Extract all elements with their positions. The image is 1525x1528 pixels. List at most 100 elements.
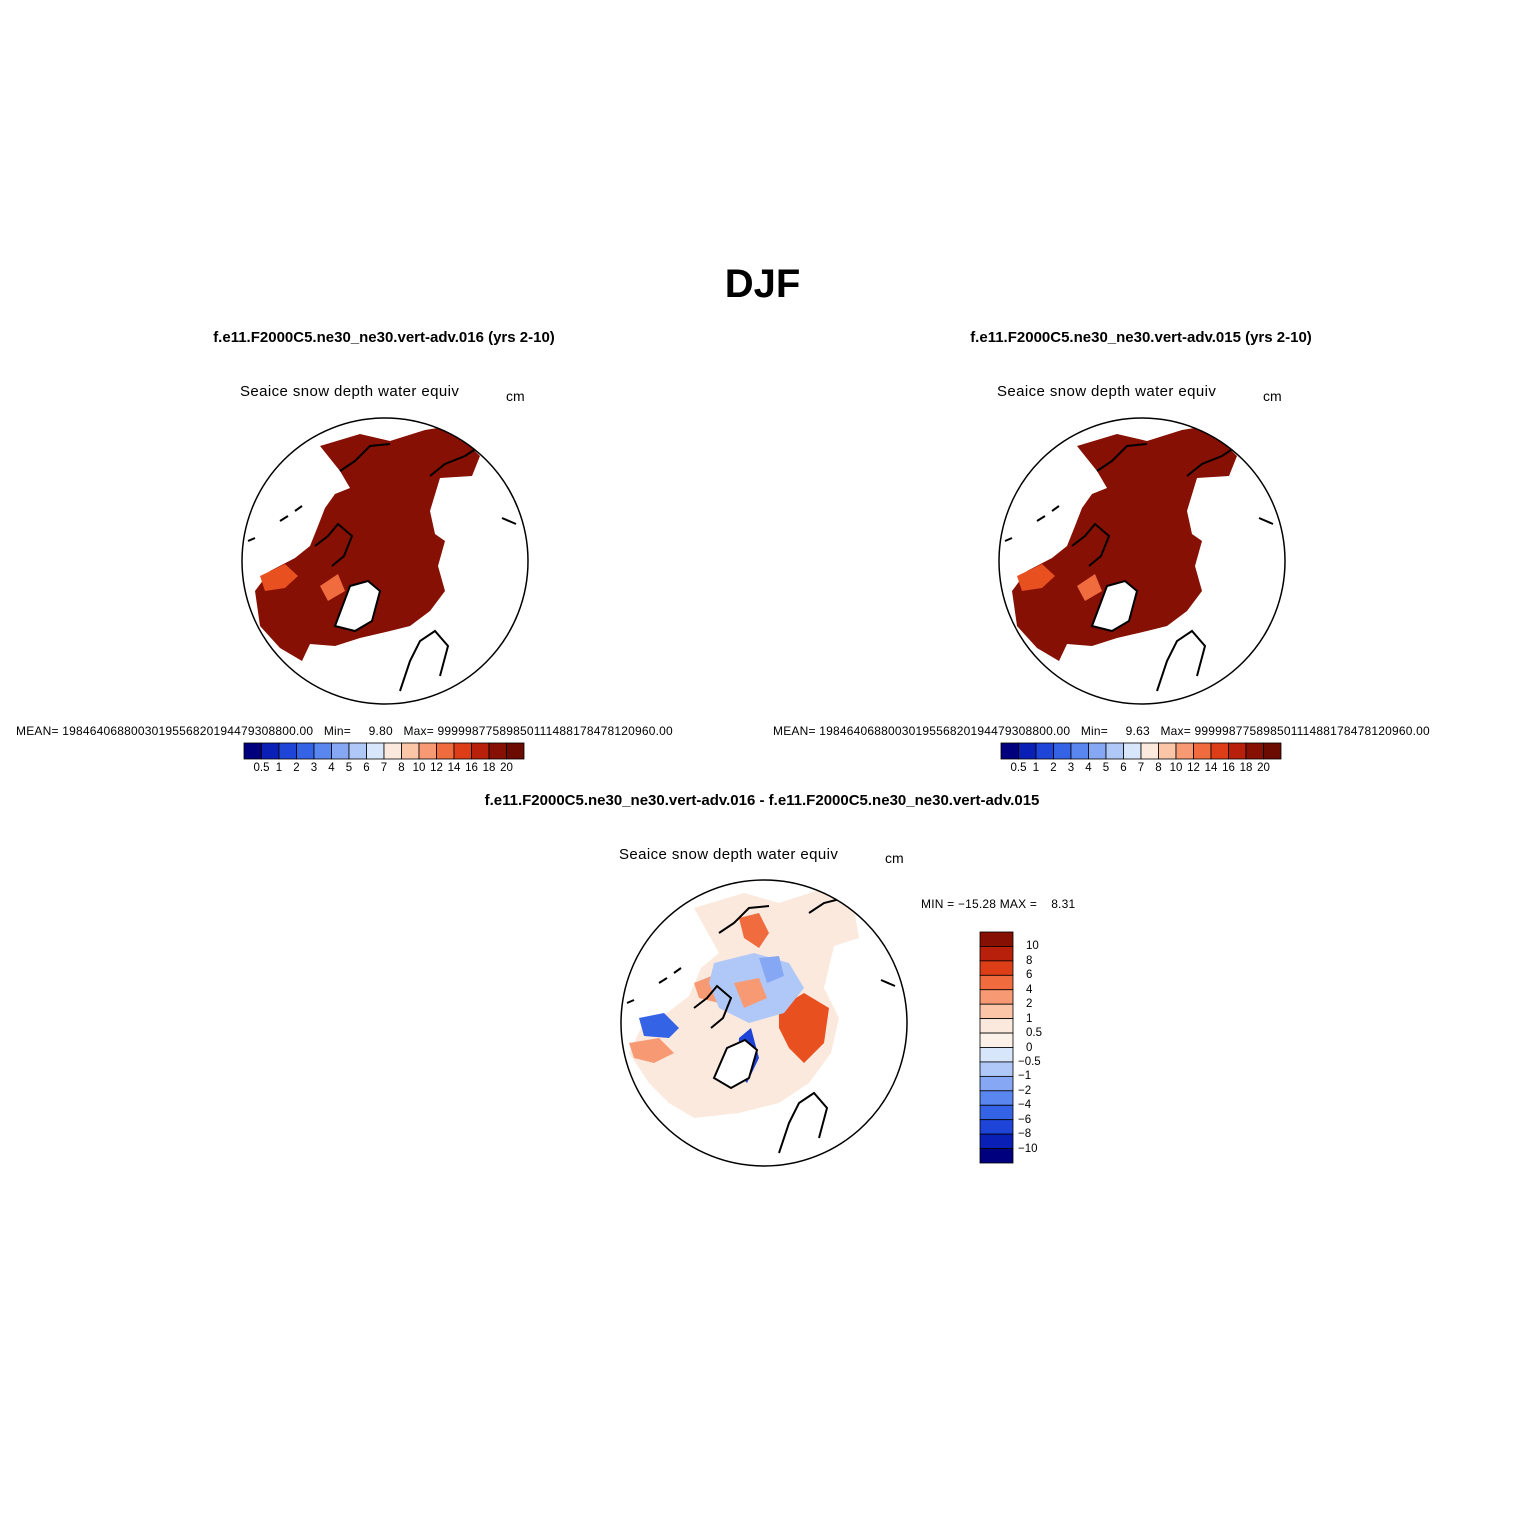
colorbar-box xyxy=(979,960,1014,976)
colorbar-tick-label: 10 xyxy=(1026,940,1039,953)
colorbar-tick-label: 1 xyxy=(275,762,283,774)
colorbar-box xyxy=(979,1061,1014,1077)
colorbar-tick-label: 6 xyxy=(1120,762,1127,774)
colorbar-box xyxy=(453,742,472,760)
diff-panel-colorbar xyxy=(979,931,1014,1164)
colorbar-box xyxy=(979,1104,1014,1121)
colorbar-box xyxy=(1035,742,1054,760)
colorbar-tick-label: 12 xyxy=(1187,762,1200,774)
colorbar-tick-label: −1 xyxy=(1018,1070,1032,1083)
colorbar-tick-label: 6 xyxy=(363,762,370,774)
colorbar-box xyxy=(296,742,315,760)
colorbar-box xyxy=(979,1148,1014,1164)
colorbar-box xyxy=(979,974,1014,991)
map-boundary xyxy=(998,417,1286,705)
colorbar-tick-label: 4 xyxy=(1085,762,1092,774)
colorbar-tick-label: 18 xyxy=(482,762,496,774)
colorbar-tick-label: 5 xyxy=(345,762,353,774)
min-value: −15.28 xyxy=(957,897,997,911)
colorbar-tick-label: 18 xyxy=(1239,762,1253,774)
colorbar-tick-label: 3 xyxy=(310,762,318,774)
scandinavia-coast xyxy=(778,1091,829,1154)
diff-panel-field-title: Seaice snow depth water equiv xyxy=(619,846,839,863)
central-arctic-blue-strong xyxy=(759,956,784,983)
positive-anomaly-large xyxy=(779,993,829,1063)
panel-2-colorbar-labels: 0.5 1 2 3 4 5 6 7 8 10 12 14 16 18 20 xyxy=(1001,762,1281,778)
diff-panel-units: cm xyxy=(885,850,904,866)
colorbar-box xyxy=(979,989,1014,1005)
panel-2-polar-map xyxy=(998,417,1286,705)
colorbar-box xyxy=(979,1018,1014,1034)
min-label: MIN = xyxy=(921,897,955,911)
colorbar-tick-label: 16 xyxy=(465,762,478,774)
orange-snow-patch xyxy=(1017,564,1055,591)
diff-panel-min-max: MIN = −15.28 MAX = 8.31 xyxy=(921,897,1075,911)
mean-value: 1984640688003019556820194479308800.00 xyxy=(62,724,314,738)
greenland-landmass xyxy=(333,579,382,633)
colorbar-tick-label: 0.5 xyxy=(1010,762,1027,774)
colorbar-box xyxy=(313,742,332,760)
diff-panel-polar-map xyxy=(620,879,908,1167)
colorbar-tick-label: 8 xyxy=(1155,762,1162,774)
colorbar-box xyxy=(979,1090,1014,1106)
colorbar-tick-label: 10 xyxy=(412,762,426,774)
colorbar-box xyxy=(979,1119,1014,1135)
colorbar-box xyxy=(1210,742,1229,760)
colorbar-box xyxy=(366,742,385,760)
greenland-landmass xyxy=(712,1038,759,1090)
colorbar-tick-label: 14 xyxy=(447,762,461,774)
coastline xyxy=(314,443,481,567)
max-label: MAX = xyxy=(999,897,1038,911)
colorbar-tick-label: 2 xyxy=(1026,998,1033,1011)
colorbar-tick-label: 4 xyxy=(1026,983,1033,996)
colorbar-box xyxy=(1140,742,1159,760)
colorbar-box xyxy=(979,1133,1014,1149)
panel-2-field-title: Seaice snow depth water equiv xyxy=(997,383,1217,400)
colorbar-box xyxy=(488,742,507,760)
coastline xyxy=(1071,443,1238,567)
colorbar-tick-label: −4 xyxy=(1018,1099,1032,1112)
colorbar-tick-label: 3 xyxy=(1067,762,1075,774)
colorbar-tick-label: −10 xyxy=(1018,1142,1038,1155)
colorbar-box xyxy=(979,1003,1014,1020)
panel-1-stats: MEAN= 1984640688003019556820194479308800… xyxy=(16,724,673,738)
colorbar-box xyxy=(979,1075,1014,1092)
panel-1-colorbar xyxy=(243,742,525,760)
panel-1-colorbar-labels: 0.5 1 2 3 4 5 6 7 8 10 12 14 16 18 20 xyxy=(244,762,524,778)
colorbar-box xyxy=(1000,742,1019,760)
colorbar-tick-label: 6 xyxy=(1026,969,1033,982)
diff-panel-colorbar-labels: 10 8 6 4 2 1 0.5 0 −0.5 −1 −2 −4 −6 −8 −10 xyxy=(1018,932,1078,1163)
colorbar-box xyxy=(1105,742,1124,760)
colorbar-box xyxy=(1245,742,1264,760)
scandinavia-coast xyxy=(1156,629,1207,692)
max-value: 8.31 xyxy=(1051,897,1076,911)
colorbar-box xyxy=(1158,742,1177,760)
colorbar-tick-label: 1 xyxy=(1026,1012,1033,1025)
colorbar-box xyxy=(1053,742,1072,760)
min-label: Min= xyxy=(1080,724,1108,738)
negative-anomaly xyxy=(639,1013,679,1038)
colorbar-box xyxy=(471,742,490,760)
colorbar-tick-label: 5 xyxy=(1102,762,1110,774)
colorbar-box xyxy=(1193,742,1212,760)
panel-1-units: cm xyxy=(506,388,525,404)
colorbar-box xyxy=(331,742,350,760)
mean-label: MEAN= xyxy=(773,724,816,738)
colorbar-box xyxy=(1070,742,1089,760)
colorbar-box xyxy=(278,742,297,760)
colorbar-tick-label: 2 xyxy=(1050,762,1057,774)
orange-snow-patch xyxy=(260,564,298,591)
mean-value: 1984640688003019556820194479308800.00 xyxy=(819,724,1071,738)
colorbar-tick-label: 0.5 xyxy=(253,762,270,774)
colorbar-tick-label: −2 xyxy=(1018,1084,1032,1097)
mean-label: MEAN= xyxy=(16,724,59,738)
max-value: 99999877589850111488178478120960.00 xyxy=(1194,724,1430,738)
orange-snow-patch-2 xyxy=(1077,574,1102,601)
colorbar-tick-label: 2 xyxy=(293,762,300,774)
colorbar-tick-label: 10 xyxy=(1169,762,1183,774)
colorbar-tick-label: 8 xyxy=(398,762,405,774)
colorbar-box xyxy=(979,1032,1014,1048)
scandinavia-coast xyxy=(399,629,450,692)
map-boundary xyxy=(620,879,908,1167)
positive-anomaly xyxy=(739,913,769,948)
